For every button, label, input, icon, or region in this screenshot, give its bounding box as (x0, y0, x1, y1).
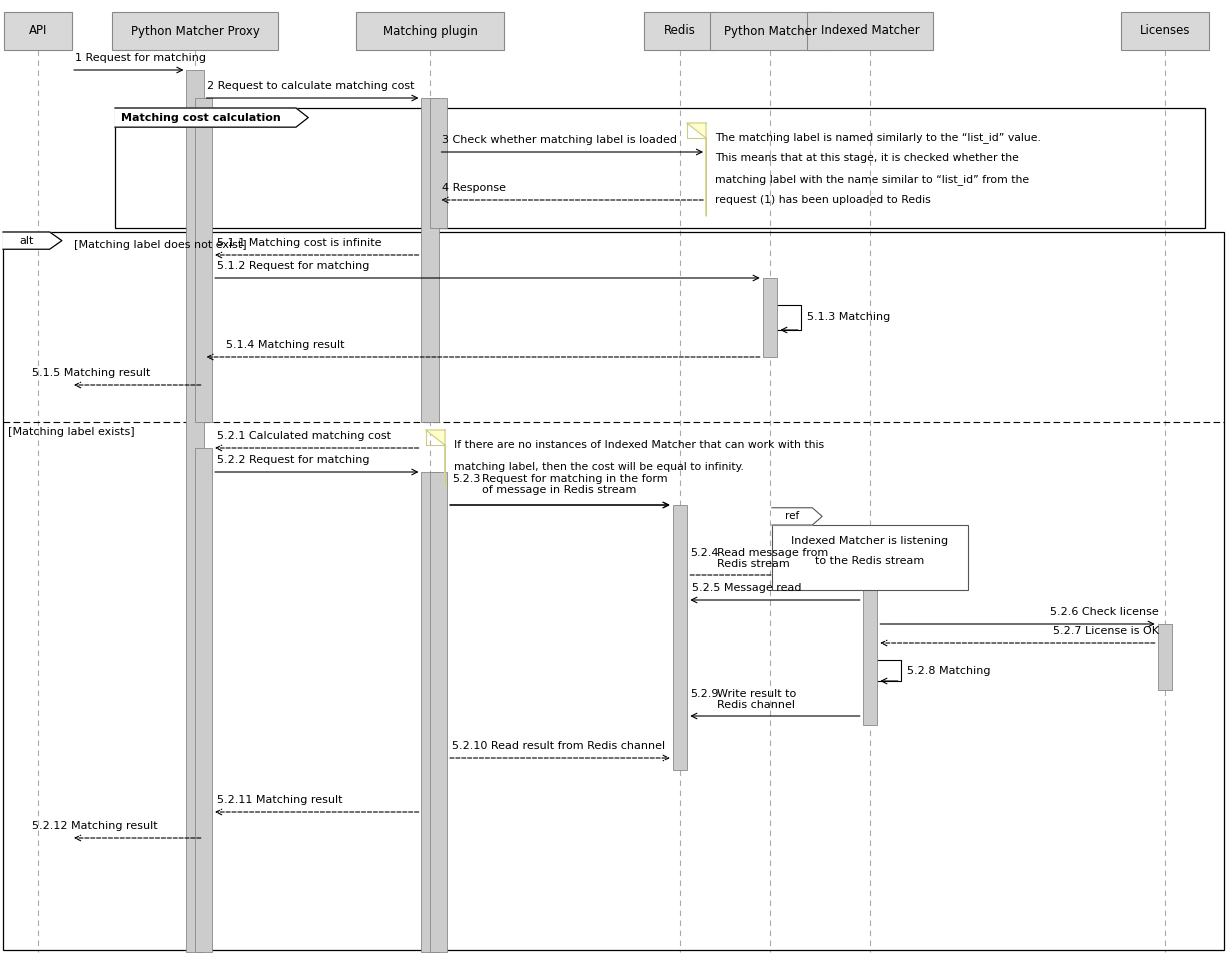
Text: If there are no instances of Indexed Matcher that can work with this: If there are no instances of Indexed Mat… (454, 440, 823, 449)
Text: Indexed Matcher: Indexed Matcher (821, 25, 919, 37)
Polygon shape (2, 232, 61, 249)
Text: 5.2.3: 5.2.3 (452, 474, 481, 484)
FancyBboxPatch shape (1120, 12, 1209, 50)
Text: Indexed Matcher is listening: Indexed Matcher is listening (791, 536, 948, 546)
Text: 5.2.2 Request for matching: 5.2.2 Request for matching (217, 455, 369, 466)
FancyBboxPatch shape (421, 98, 438, 422)
Text: matching label with the name similar to “list_id” from the: matching label with the name similar to … (714, 174, 1028, 185)
Text: 5.2.6 Check license: 5.2.6 Check license (1050, 607, 1158, 617)
FancyBboxPatch shape (195, 98, 212, 422)
Text: Matching plugin: Matching plugin (383, 25, 477, 37)
Text: 5.2.1 Calculated matching cost: 5.2.1 Calculated matching cost (217, 431, 391, 442)
FancyBboxPatch shape (356, 12, 503, 50)
Text: Redis stream: Redis stream (717, 559, 789, 569)
Text: 2 Request to calculate matching cost: 2 Request to calculate matching cost (207, 81, 415, 91)
Text: 5.1.5 Matching result: 5.1.5 Matching result (32, 368, 150, 378)
Text: Python Matcher: Python Matcher (724, 25, 816, 37)
Text: 5.1.2 Request for matching: 5.1.2 Request for matching (217, 262, 369, 271)
FancyBboxPatch shape (863, 575, 877, 725)
Polygon shape (426, 430, 445, 487)
Text: Redis channel: Redis channel (717, 700, 795, 710)
Text: Read message from: Read message from (717, 548, 828, 558)
FancyBboxPatch shape (644, 12, 715, 50)
FancyBboxPatch shape (710, 12, 831, 50)
Text: 3 Check whether matching label is loaded: 3 Check whether matching label is loaded (442, 135, 677, 146)
FancyBboxPatch shape (429, 472, 447, 952)
Text: 5.2.9: 5.2.9 (690, 689, 718, 698)
Text: ref: ref (785, 512, 799, 521)
FancyBboxPatch shape (763, 278, 778, 357)
Text: to the Redis stream: to the Redis stream (816, 556, 925, 565)
FancyBboxPatch shape (195, 448, 212, 952)
Text: 4 Response: 4 Response (442, 183, 507, 194)
Text: of message in Redis stream: of message in Redis stream (481, 486, 636, 495)
Polygon shape (772, 508, 822, 525)
Text: The matching label is named similarly to the “list_id” value.: The matching label is named similarly to… (714, 132, 1040, 144)
Text: Request for matching in the form: Request for matching in the form (481, 474, 667, 484)
Text: Write result to: Write result to (717, 689, 796, 698)
FancyBboxPatch shape (187, 70, 204, 952)
Text: 5.2.12 Matching result: 5.2.12 Matching result (32, 821, 157, 832)
FancyBboxPatch shape (421, 472, 438, 952)
Polygon shape (687, 123, 707, 216)
FancyBboxPatch shape (807, 12, 934, 50)
Text: 5.2.5 Message read: 5.2.5 Message read (692, 583, 801, 593)
Text: alt: alt (20, 236, 33, 245)
FancyBboxPatch shape (429, 98, 447, 228)
Text: request (1) has been uploaded to Redis: request (1) has been uploaded to Redis (714, 194, 930, 205)
FancyBboxPatch shape (672, 505, 687, 770)
Text: Python Matcher Proxy: Python Matcher Proxy (130, 25, 259, 37)
Text: Matching cost calculation: Matching cost calculation (121, 113, 281, 123)
Text: 5.2.8 Matching: 5.2.8 Matching (907, 666, 990, 675)
Text: Redis: Redis (664, 25, 696, 37)
Text: This means that at this stage, it is checked whether the: This means that at this stage, it is che… (714, 153, 1018, 163)
Polygon shape (115, 108, 308, 127)
Text: 1 Request for matching: 1 Request for matching (75, 54, 206, 63)
Text: 5.2.11 Matching result: 5.2.11 Matching result (217, 795, 342, 806)
Text: API: API (28, 25, 47, 37)
FancyBboxPatch shape (1157, 624, 1172, 690)
Text: 5.2.4: 5.2.4 (690, 548, 718, 558)
Text: 5.2.7 License is OK: 5.2.7 License is OK (1053, 627, 1158, 636)
Text: Licenses: Licenses (1140, 25, 1190, 37)
FancyBboxPatch shape (4, 12, 71, 50)
Text: 5.2.10 Read result from Redis channel: 5.2.10 Read result from Redis channel (452, 741, 665, 751)
Text: 5.1.1 Matching cost is infinite: 5.1.1 Matching cost is infinite (217, 239, 382, 248)
Text: 5.1.3 Matching: 5.1.3 Matching (807, 312, 890, 323)
FancyBboxPatch shape (772, 525, 968, 590)
Text: 5.1.4 Matching result: 5.1.4 Matching result (226, 340, 345, 351)
Text: matching label, then the cost will be equal to infinity.: matching label, then the cost will be eq… (454, 463, 744, 472)
Text: [Matching label does not exist]: [Matching label does not exist] (74, 240, 247, 250)
FancyBboxPatch shape (112, 12, 277, 50)
Text: [Matching label exists]: [Matching label exists] (9, 427, 135, 437)
